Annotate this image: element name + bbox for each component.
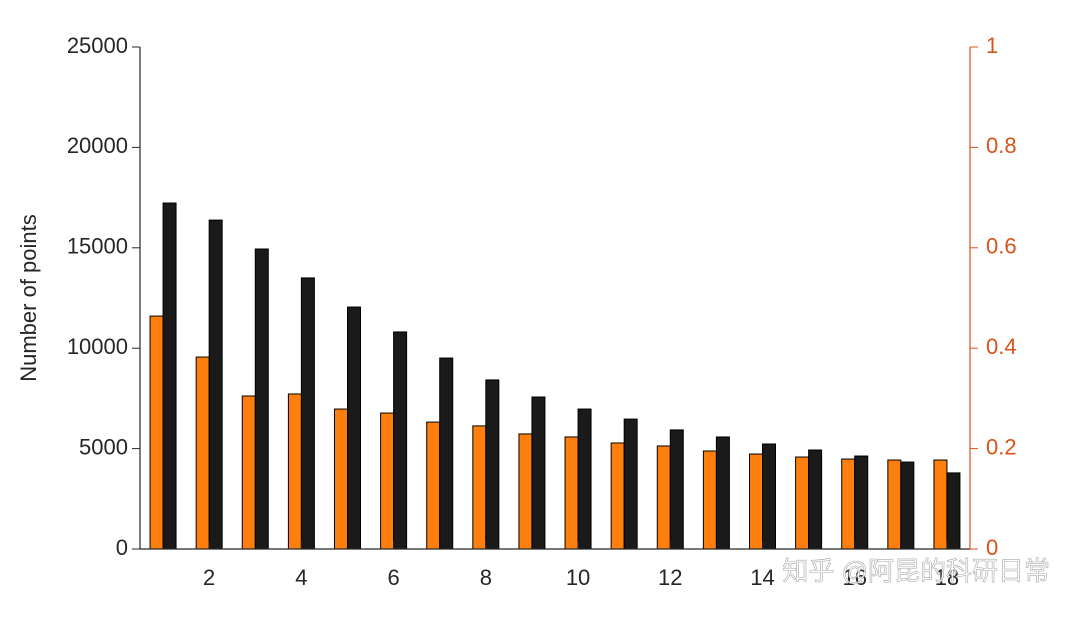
x-tick-label: 6 <box>387 565 399 590</box>
bar <box>439 357 454 550</box>
y-tick-label: 5000 <box>79 434 128 459</box>
bar <box>900 461 915 550</box>
bar <box>208 219 223 550</box>
x-tick-label: 10 <box>566 565 590 590</box>
bar <box>933 459 948 550</box>
x-tick-label: 12 <box>658 565 682 590</box>
bar <box>715 436 730 550</box>
watermark: 知乎 @阿昆的科研日常 <box>782 556 1050 586</box>
y2-tick-label: 0.2 <box>986 434 1017 459</box>
bar <box>162 202 177 550</box>
bar <box>702 450 717 550</box>
bar <box>854 455 869 550</box>
bar <box>795 456 810 550</box>
bar <box>762 443 776 550</box>
x-tick-label: 16 <box>842 565 866 590</box>
bar <box>669 429 684 550</box>
bar <box>749 453 763 550</box>
bar <box>531 396 546 550</box>
bar <box>287 393 302 550</box>
y2-tick-label: 0.6 <box>986 234 1017 259</box>
x-tick-label: 8 <box>480 565 492 590</box>
bar <box>623 418 638 550</box>
bar <box>241 395 256 550</box>
bar <box>946 472 961 550</box>
x-tick-label: 18 <box>935 565 959 590</box>
y2-tick-label: 1 <box>986 33 998 58</box>
bar <box>254 248 269 550</box>
bar <box>195 356 210 550</box>
bar <box>380 412 395 550</box>
bar <box>656 445 671 550</box>
bar <box>334 408 348 550</box>
bar <box>149 315 164 550</box>
bar <box>841 458 856 550</box>
bar <box>577 408 592 550</box>
x-tick-label: 2 <box>203 565 215 590</box>
y-tick-label: 15000 <box>67 234 128 259</box>
y2-tick-label: 0.4 <box>986 334 1017 359</box>
bar <box>518 433 533 550</box>
bar <box>393 331 408 550</box>
bar <box>808 449 823 550</box>
y-tick-label: 20000 <box>67 133 128 158</box>
bar <box>472 425 487 550</box>
x-tick-label: 4 <box>295 565 307 590</box>
y2-tick-label: 0.8 <box>986 133 1017 158</box>
bar <box>887 459 902 550</box>
bar <box>485 379 500 550</box>
x-tick-label: 14 <box>750 565 774 590</box>
y-tick-label: 10000 <box>67 334 128 359</box>
y-tick-label: 25000 <box>67 33 128 58</box>
bar <box>347 306 361 550</box>
y-axis-label: Number of points <box>16 214 41 382</box>
y-tick-label: 0 <box>116 535 128 560</box>
bar <box>564 436 579 550</box>
bar <box>610 442 625 550</box>
bar <box>300 277 315 550</box>
y2-tick-label: 0 <box>986 535 998 560</box>
bar <box>426 421 441 550</box>
